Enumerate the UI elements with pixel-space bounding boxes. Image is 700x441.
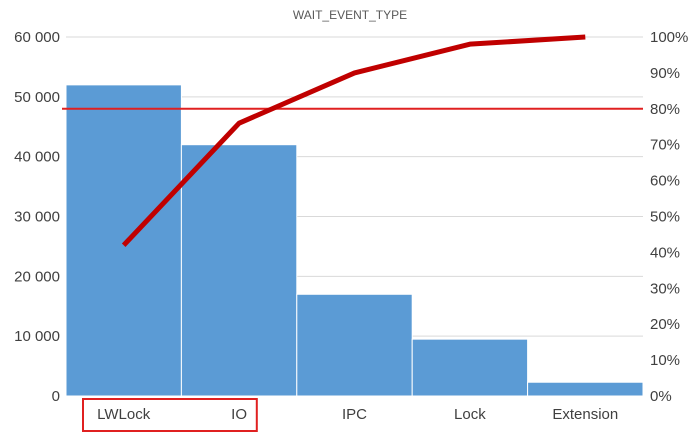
y-tick-label: 30 000 [14,209,60,226]
bar-series [65,84,644,397]
highlight-box-group [82,398,258,432]
y2-tick-label: 80% [650,101,680,118]
bar-lock [411,338,529,397]
y2-tick-label: 40% [650,244,680,261]
y2-tick-label: 60% [650,173,680,190]
y2-tick-label: 0% [650,388,672,405]
x-tick-label: Lock [454,406,486,423]
bar-lwlock [65,84,182,397]
y2-tick-label: 20% [650,316,680,333]
x-tick-label: IPC [342,406,367,423]
x-tick-label: IO [231,406,247,423]
y-tick-label: 20 000 [14,268,60,285]
highlight-box [82,398,258,432]
y2-tick-label: 10% [650,352,680,369]
bar-extension [527,381,644,397]
y2-tick-label: 70% [650,137,680,154]
y-tick-label: 0 [52,388,60,405]
y2-tick-label: 90% [650,65,680,82]
y-tick-label: 50 000 [14,89,60,106]
bar-ipc [296,293,413,397]
y-tick-label: 40 000 [14,149,60,166]
bar-io [180,144,298,397]
y2-tick-label: 50% [650,209,680,226]
y-axis-left: 0 10 000 20 000 30 000 40 000 50 000 60 000 [14,29,60,405]
cumulative-line-series [121,34,586,247]
y-tick-label: 10 000 [14,328,60,345]
x-tick-label: LWLock [97,406,151,423]
x-tick-label: Extension [552,406,618,423]
y2-tick-label: 30% [650,280,680,297]
chart-title: WAIT_EVENT_TYPE [293,8,407,22]
y-tick-label: 60 000 [14,29,60,46]
y-axis-right: 0% 10% 20% 30% 40% 50% 60% 70% 80% 90% 100% [650,29,688,405]
x-axis: LWLock IO IPC Lock Extension [97,406,618,423]
y2-tick-label: 100% [650,29,688,46]
